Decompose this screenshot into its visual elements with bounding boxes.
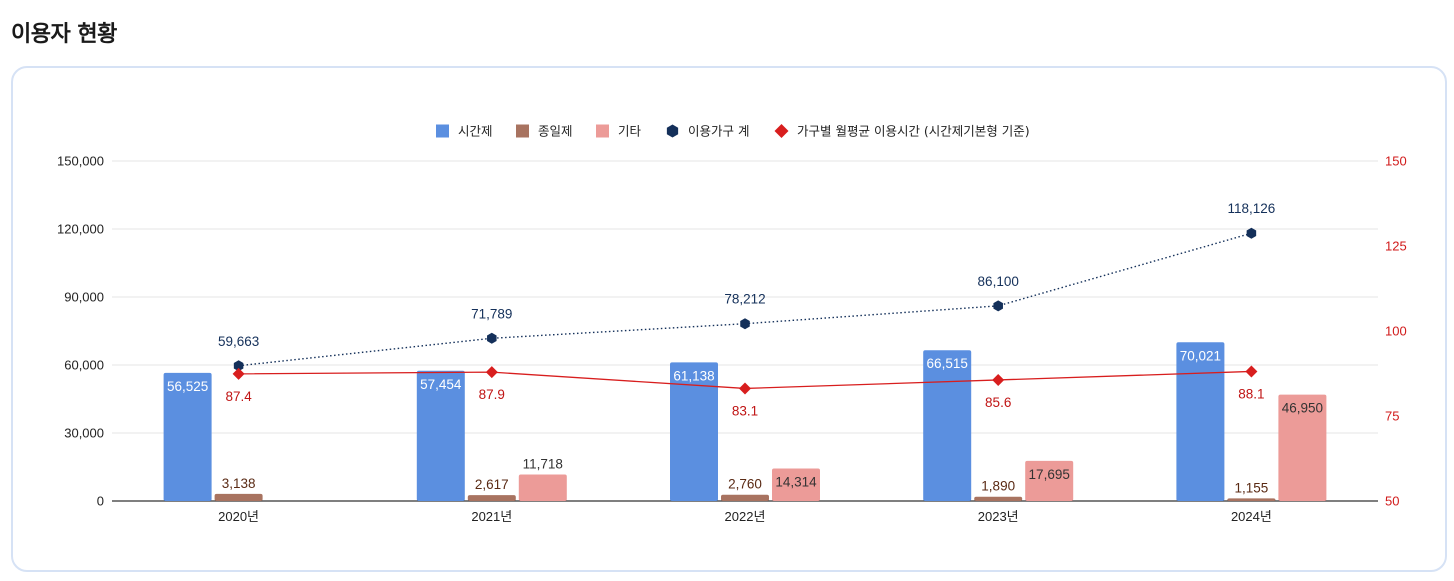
bar — [923, 350, 972, 501]
x-tick-label: 2022년 — [725, 509, 766, 524]
avg-hours-value-label: 87.9 — [479, 387, 505, 402]
bar — [163, 372, 212, 501]
bar-value-label: 2,617 — [475, 477, 509, 492]
bar-value-label: 56,525 — [167, 379, 208, 394]
bar — [974, 496, 1023, 501]
bar — [721, 494, 769, 501]
bar — [1025, 460, 1074, 501]
bar-value-label: 57,454 — [420, 377, 462, 392]
bar — [467, 495, 516, 501]
lines — [232, 227, 1258, 395]
bar-value-label: 61,138 — [673, 368, 714, 383]
bar — [1227, 498, 1276, 501]
page-title: 이용자 현황 — [11, 22, 117, 47]
y2-tick-label: 150 — [1385, 154, 1407, 169]
bar — [1278, 394, 1327, 501]
legend-label: 종일제 — [538, 124, 573, 139]
x-tick-label: 2021년 — [471, 509, 512, 524]
legend-swatch — [436, 124, 449, 138]
legend-item: 가구별 월평균 이용시간 (시간제기본형 기준) — [774, 124, 1030, 139]
avg-hours-point — [739, 382, 751, 395]
bar-value-label: 46,950 — [1282, 401, 1323, 416]
gridlines — [112, 160, 1378, 434]
bar-value-label: 3,138 — [222, 476, 256, 491]
bar-value-label: 70,021 — [1180, 348, 1221, 363]
legend-label: 시간제 — [458, 124, 493, 139]
households-value-label: 71,789 — [471, 306, 512, 321]
bar-value-label: 1,890 — [981, 479, 1015, 494]
y2-tick-label: 75 — [1385, 409, 1399, 424]
y-tick-label: 60,000 — [64, 358, 104, 373]
data-labels: 56,525 3,138 57,454 2,617 11,718 61,138 2,760 1… — [167, 201, 1323, 495]
bar-value-label: 14,314 — [775, 475, 817, 490]
avg-hours-point — [232, 367, 245, 380]
households-value-label: 118,126 — [1227, 201, 1275, 216]
bar — [772, 468, 820, 501]
legend-label: 기타 — [618, 124, 642, 139]
bar — [670, 362, 718, 501]
legend-label: 이용가구 계 — [688, 124, 749, 139]
legend: 시간제 종일제 기타 이용가구 계 가구별 월평균 이용시간 (시간제기본형 기준) — [436, 124, 1030, 139]
bar — [1176, 342, 1225, 501]
bars — [163, 342, 1327, 501]
legend-item: 기타 — [596, 124, 642, 139]
households-point — [233, 360, 244, 372]
bar-value-label: 17,695 — [1029, 467, 1070, 482]
x-tick-label: 2020년 — [218, 509, 259, 524]
legend-diamond-icon — [774, 124, 789, 138]
y-tick-label: 90,000 — [64, 290, 104, 305]
y2-tick-label: 50 — [1385, 494, 1399, 509]
bar — [416, 370, 465, 501]
households-point — [487, 332, 497, 344]
y-tick-label: 150,000 — [57, 154, 104, 169]
legend-item: 이용가구 계 — [666, 124, 749, 139]
legend-label: 가구별 월평균 이용시간 (시간제기본형 기준) — [797, 124, 1030, 139]
x-tick-label: 2024년 — [1231, 509, 1272, 524]
bar — [214, 493, 263, 501]
avg-hours-value-label: 88.1 — [1238, 386, 1264, 401]
y2-tick-label: 125 — [1385, 239, 1407, 254]
households-value-label: 78,212 — [724, 292, 765, 307]
avg-hours-value-label: 83.1 — [732, 403, 758, 418]
legend-item: 시간제 — [436, 124, 493, 139]
households-value-label: 86,100 — [978, 274, 1019, 289]
bar-value-label: 1,155 — [1235, 480, 1269, 495]
legend-swatch — [516, 124, 529, 138]
avg-hours-point — [485, 366, 498, 379]
avg-hours-point — [1245, 365, 1258, 378]
households-point — [740, 318, 750, 330]
bar-value-label: 11,718 — [523, 456, 563, 471]
avg-hours-value-label: 87.4 — [225, 389, 252, 404]
y-tick-label: 0 — [97, 494, 104, 509]
y2-tick-label: 100 — [1385, 324, 1407, 339]
y-tick-label: 30,000 — [64, 426, 104, 441]
bar-value-label: 2,760 — [728, 477, 762, 492]
households-point — [1246, 227, 1257, 239]
x-tick-label: 2023년 — [978, 509, 1019, 524]
avg-hours-point — [992, 373, 1005, 386]
households-point — [993, 300, 1003, 312]
axes: 0 30,000 60,000 90,000 120,000 150,000 50 75 100… — [57, 154, 1407, 525]
bar — [518, 474, 567, 501]
y-tick-label: 120,000 — [57, 222, 104, 237]
avg-hours-value-label: 85.6 — [985, 395, 1011, 410]
legend-item: 종일제 — [516, 124, 573, 139]
legend-hexagon-icon — [666, 124, 679, 138]
bar-value-label: 66,515 — [927, 356, 968, 371]
legend-swatch — [596, 124, 609, 138]
households-value-label: 59,663 — [218, 334, 259, 349]
